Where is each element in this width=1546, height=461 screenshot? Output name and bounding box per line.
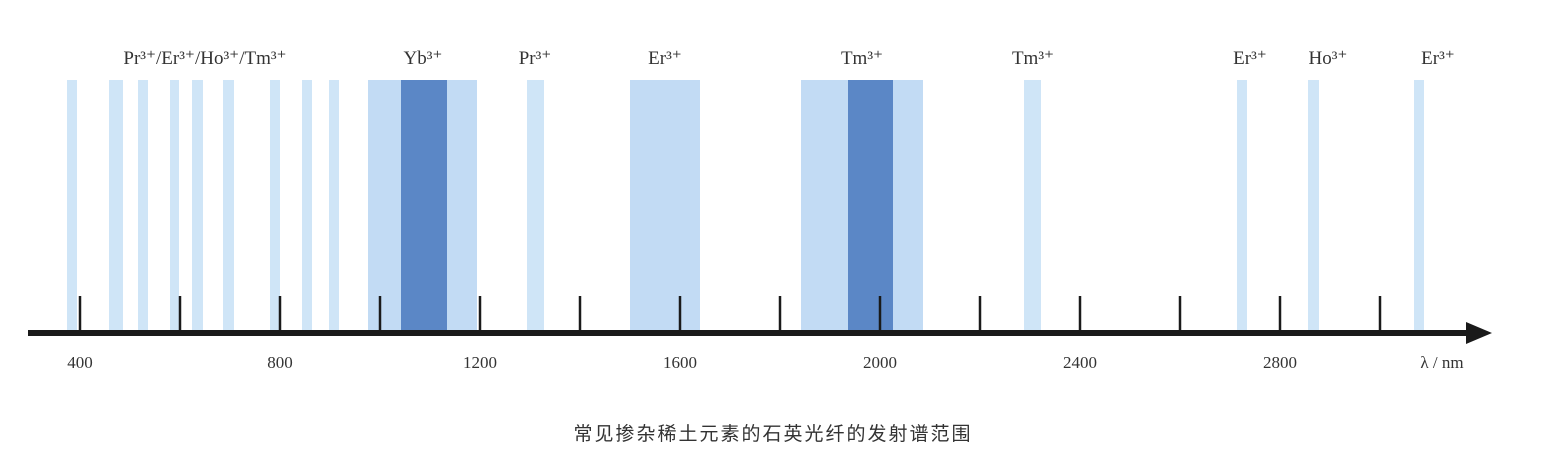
ion-label: Tm³⁺ [841,48,883,69]
emission-bands [67,80,1424,333]
emission-band-light [1237,80,1247,333]
emission-band-light [302,80,312,333]
tick-label: 800 [267,353,293,372]
axis-arrow-head [1466,322,1492,344]
ion-label: Pr³⁺ [519,48,552,69]
tick-label: 1200 [463,353,497,372]
ion-label: Er³⁺ [1233,48,1267,69]
emission-band-dark [401,80,447,333]
axis-ticks [78,296,1382,333]
emission-band-light [1308,80,1319,333]
tick-label: 400 [67,353,93,372]
ion-label: Ho³⁺ [1309,48,1348,69]
emission-band-light [109,80,123,333]
axis-tick-labels: 400 800 1200 1600 2000 2400 2800 [67,353,1297,372]
x-axis-label: λ / nm [1420,353,1463,372]
ion-label: Pr³⁺/Er³⁺/Ho³⁺/Tm³⁺ [123,48,286,69]
emission-band-light [1024,80,1041,333]
emission-band-light [223,80,234,333]
diagram-caption: 常见掺杂稀土元素的石英光纤的发射谱范围 [573,423,972,445]
tick-label: 1600 [663,353,697,372]
tick-label: 2800 [1263,353,1297,372]
ion-label: Er³⁺ [648,48,682,69]
tick-label: 2400 [1063,353,1097,372]
emission-band-light [192,80,203,333]
emission-band-light [270,80,280,333]
emission-band-light [1414,80,1424,333]
emission-band-medium [630,80,700,333]
ion-label: Er³⁺ [1421,48,1455,69]
emission-band-light [170,80,179,333]
ion-label: Tm³⁺ [1012,48,1054,69]
ion-label: Yb³⁺ [404,48,443,69]
ion-labels: Pr³⁺/Er³⁺/Ho³⁺/Tm³⁺ Yb³⁺ Pr³⁺ Er³⁺ Tm³⁺ Tm³⁺ E… [123,48,1454,69]
emission-band-light [329,80,339,333]
emission-band-light [527,80,544,333]
emission-band-light [138,80,148,333]
emission-band-dark [848,80,893,333]
tick-label: 2000 [863,353,897,372]
emission-band-light [67,80,77,333]
